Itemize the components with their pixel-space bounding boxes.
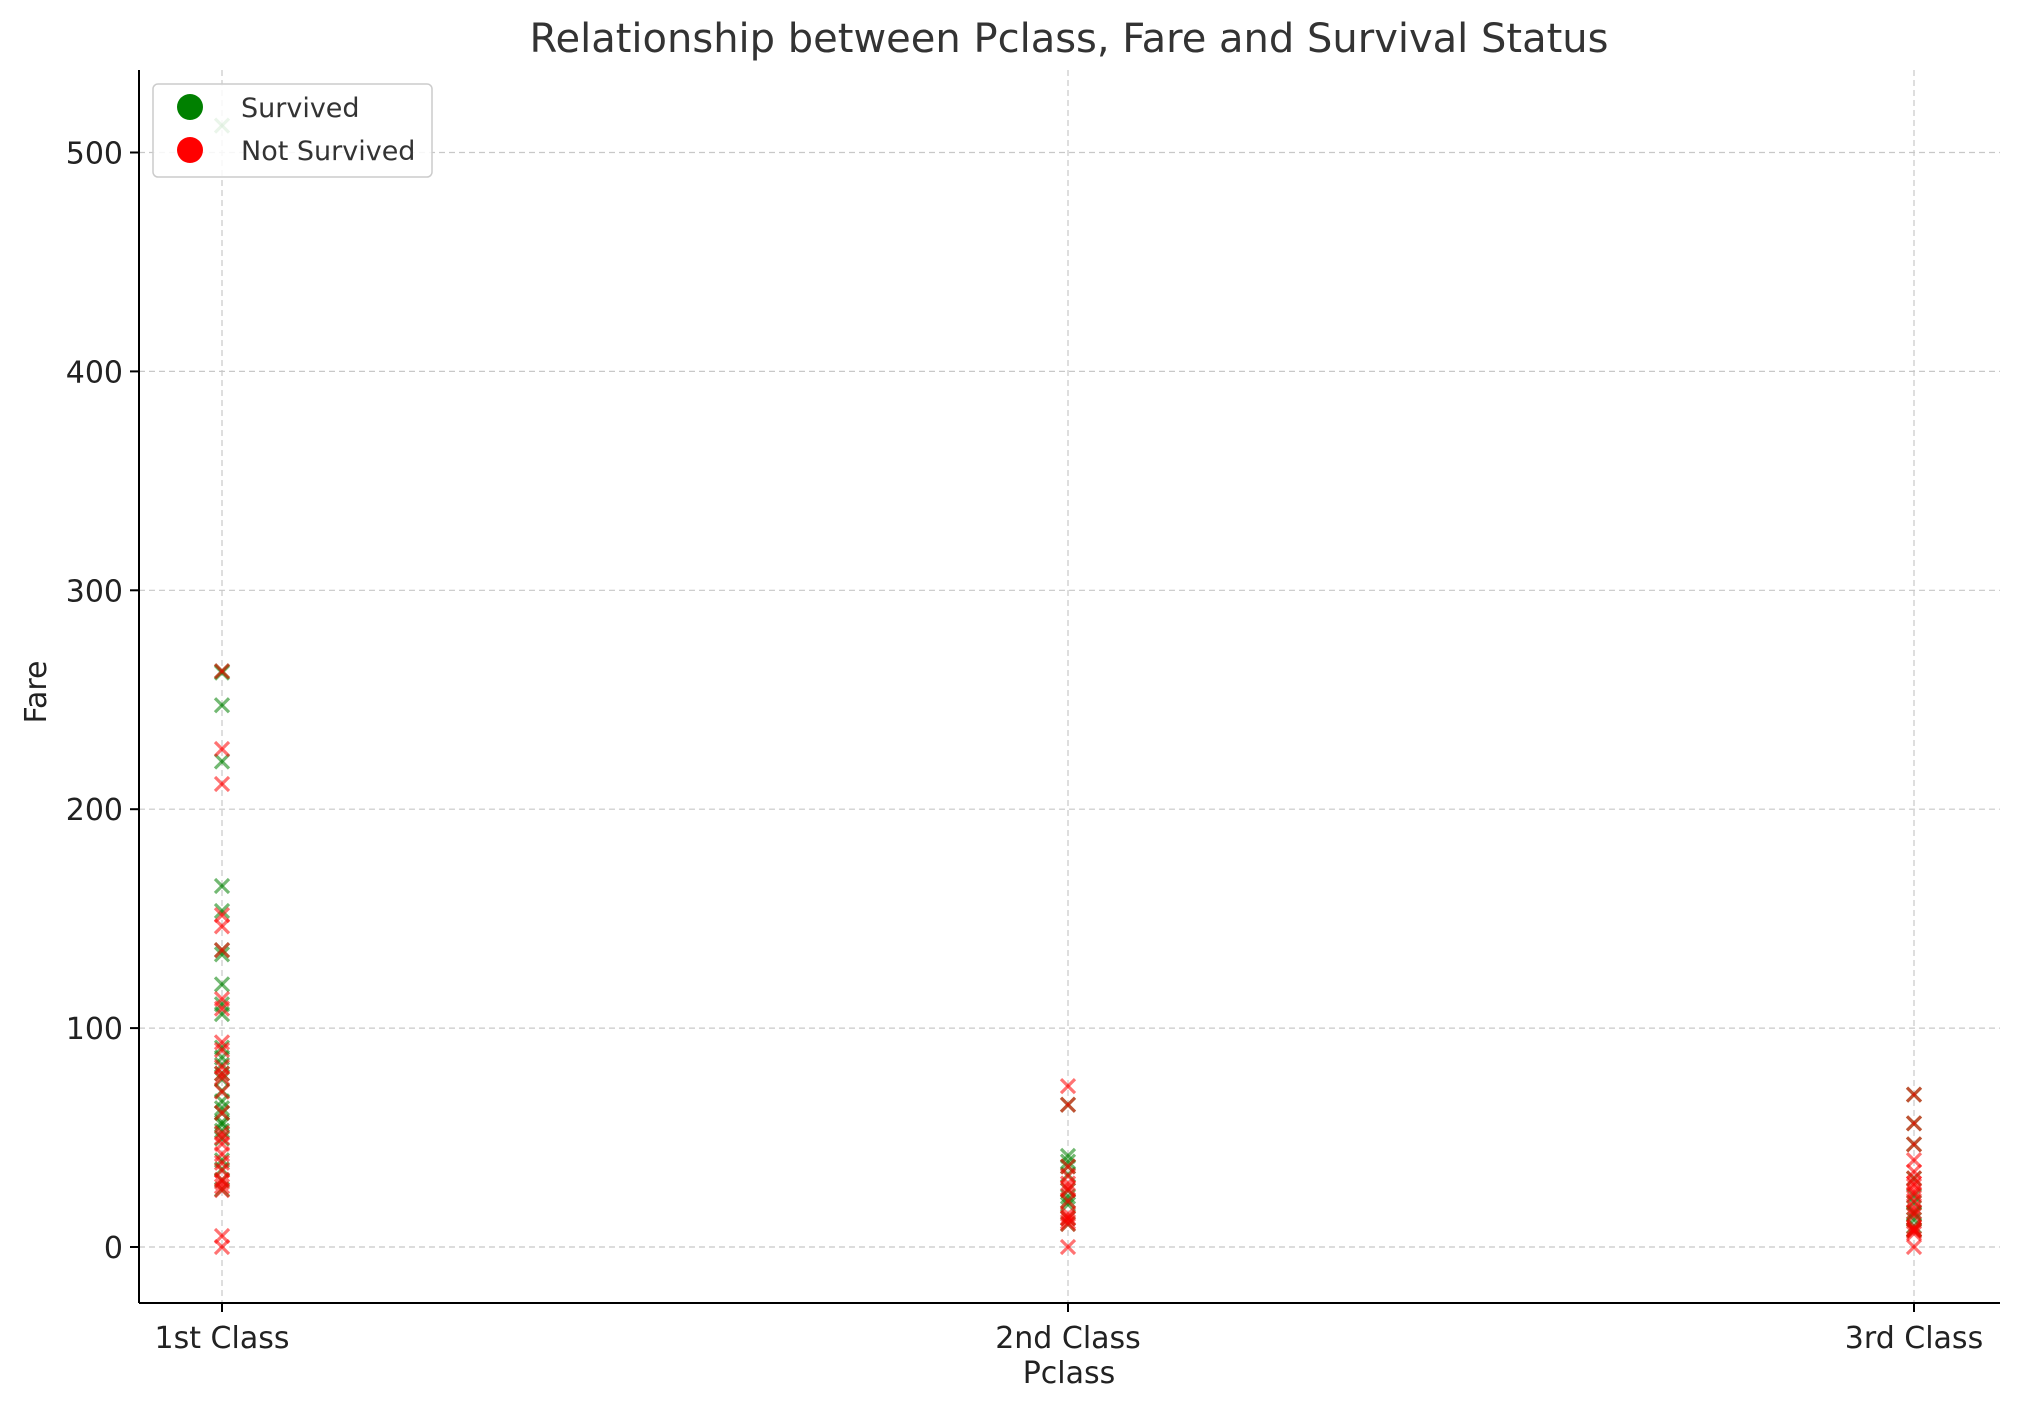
point-not-survived xyxy=(213,1178,231,1195)
point-survived xyxy=(213,1100,231,1117)
point-survived xyxy=(213,877,231,895)
point-not-survived xyxy=(1905,1225,1923,1242)
y-tick-label: 400 xyxy=(66,355,123,390)
y-tick-label: 200 xyxy=(66,793,123,828)
point-not-survived xyxy=(1905,1185,1923,1203)
y-tick-label: 500 xyxy=(66,137,123,172)
point-survived xyxy=(213,753,231,770)
legend-label-survived: Survived xyxy=(241,93,360,124)
point-not-survived xyxy=(1059,1210,1077,1227)
point-not-survived xyxy=(213,1065,231,1082)
point-not-survived xyxy=(1059,1175,1077,1192)
point-not-survived xyxy=(1905,1207,1923,1224)
x-tick-label: 2nd Class xyxy=(995,1321,1141,1356)
legend-swatch-not-survived xyxy=(177,137,203,163)
point-not-survived xyxy=(1905,1163,1923,1180)
point-survived xyxy=(213,902,231,920)
point-not-survived xyxy=(1059,1238,1077,1256)
chart-title: Relationship between Pclass, Fare and Su… xyxy=(530,16,1609,62)
point-not-survived xyxy=(213,1238,231,1256)
point-not-survived xyxy=(1905,1218,1923,1235)
point-not-survived xyxy=(1059,1096,1077,1113)
y-tick-label: 300 xyxy=(66,574,123,609)
point-not-survived xyxy=(213,1069,231,1086)
x-tick-label: 3rd Class xyxy=(1845,1321,1983,1356)
legend-label-not-survived: Not Survived xyxy=(241,136,415,167)
y-axis-ticks: 0 100 200 300 400 500 xyxy=(66,137,139,1266)
point-not-survived xyxy=(213,775,231,793)
legend: Survived Not Survived xyxy=(152,83,433,178)
point-survived xyxy=(213,976,231,993)
point-not-survived xyxy=(213,918,231,935)
legend-box xyxy=(152,83,433,178)
legend-swatch-survived xyxy=(177,94,203,120)
point-not-survived xyxy=(1905,1086,1923,1103)
point-not-survived xyxy=(1059,1077,1077,1095)
x-tick-label: 1st Class xyxy=(155,1321,290,1356)
point-not-survived xyxy=(213,663,231,680)
point-survived xyxy=(1059,1153,1077,1170)
point-not-survived xyxy=(1059,1192,1077,1210)
point-not-survived xyxy=(213,1129,231,1146)
point-not-survived xyxy=(1905,1203,1923,1220)
point-not-survived xyxy=(213,1181,231,1199)
point-not-survived xyxy=(1059,1215,1077,1233)
point-not-survived xyxy=(213,1083,231,1100)
point-not-survived xyxy=(1905,1115,1923,1132)
x-axis-label: Pclass xyxy=(1023,1356,1116,1391)
point-not-survived xyxy=(213,1104,231,1121)
grid-lines xyxy=(139,70,2000,1303)
point-not-survived xyxy=(1905,1151,1923,1169)
point-not-survived xyxy=(213,740,231,758)
point-survived xyxy=(213,946,231,963)
point-not-survived xyxy=(1905,1238,1923,1256)
point-not-survived xyxy=(213,1041,231,1059)
y-tick-label: 0 xyxy=(104,1231,123,1266)
point-survived xyxy=(213,697,231,714)
x-axis-ticks: 1st Class 2nd Class 3rd Class xyxy=(155,1303,1983,1356)
point-not-survived xyxy=(1905,1136,1923,1153)
point-survived xyxy=(213,1005,231,1023)
y-axis-label: Fare xyxy=(19,660,54,723)
point-not-survived xyxy=(213,942,231,959)
axes xyxy=(138,70,2000,1304)
y-tick-label: 100 xyxy=(66,1012,123,1047)
data-points xyxy=(213,117,1923,1256)
point-not-survived xyxy=(213,1000,231,1017)
